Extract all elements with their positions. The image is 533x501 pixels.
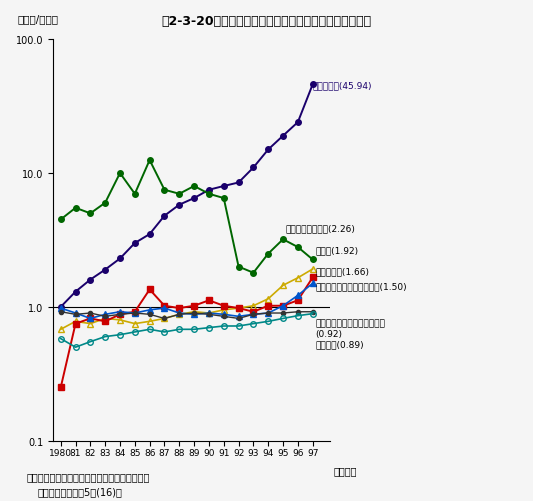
Text: 資料：総務庁統計局「科学技術研究調査報告」: 資料：総務庁統計局「科学技術研究調査報告」 — [27, 471, 150, 481]
Text: 非製造業(0.89): 非製造業(0.89) — [316, 340, 364, 349]
Text: 自動車工業(45.94): 自動車工業(45.94) — [313, 81, 372, 90]
Text: 通信・電子・電気計測器工業
(0.92): 通信・電子・電気計測器工業 (0.92) — [316, 319, 385, 339]
Text: 医薬品工業(1.66): 医薬品工業(1.66) — [316, 267, 369, 276]
Text: 医薬品工業を除く化学工業(1.50): 医薬品工業を除く化学工業(1.50) — [316, 282, 407, 291]
Text: （参照：付属資料5．(16)）: （参照：付属資料5．(16)） — [37, 486, 122, 496]
Text: 電気機械器具工業(2.26): 電気機械器具工業(2.26) — [286, 224, 356, 233]
Text: （輸出/輸入）: （輸出/輸入） — [17, 14, 58, 24]
Text: 製造業(1.92): 製造業(1.92) — [316, 245, 359, 255]
Text: （年度）: （年度） — [333, 465, 357, 475]
Text: 第2-3-20図　我が国の主要業種の技術貿易収支比の推移: 第2-3-20図 我が国の主要業種の技術貿易収支比の推移 — [161, 15, 372, 28]
